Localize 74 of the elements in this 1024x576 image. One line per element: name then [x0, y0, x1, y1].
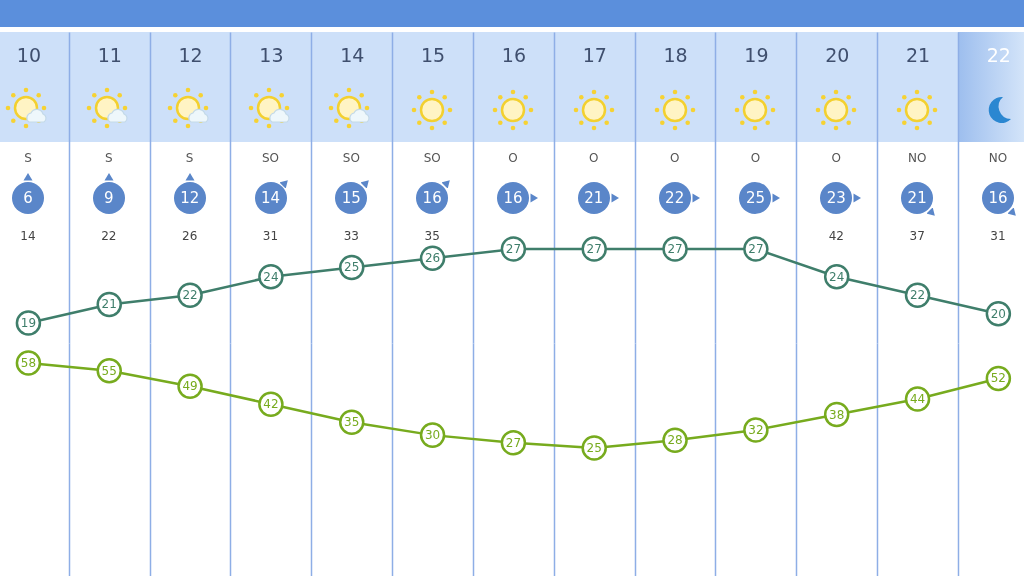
text: 23 [826, 188, 846, 207]
data-label: 30 [424, 428, 440, 443]
data-label: 27 [586, 242, 602, 256]
text: 16 [422, 188, 442, 207]
data-label: 52 [990, 371, 1006, 386]
text: 25 [745, 188, 766, 207]
data-label: 24 [262, 269, 279, 284]
text: 37 [909, 229, 925, 243]
text: 9 [104, 188, 114, 207]
data-label: 20 [990, 306, 1006, 321]
text: 6 [23, 188, 33, 207]
text: NO [988, 151, 1008, 165]
data-label: 28 [667, 433, 683, 448]
text: O [589, 151, 599, 165]
data-label: 25 [586, 441, 602, 455]
data-label: 35 [343, 415, 359, 430]
x-tick-label: 18 [663, 43, 688, 66]
text: 14 [260, 188, 281, 207]
text: 26 [182, 229, 198, 243]
text: 16 [988, 188, 1008, 207]
text: S [185, 151, 194, 165]
data-label: 49 [182, 379, 198, 394]
data-label: 22 [182, 288, 198, 303]
data-label: 27 [667, 242, 683, 256]
data-label: 19 [20, 316, 36, 330]
x-tick-label: 20 [824, 43, 849, 66]
text: 42 [828, 229, 844, 243]
data-label: 58 [20, 356, 36, 370]
text: 12 [180, 188, 200, 207]
x-tick-label: 10 [16, 43, 41, 66]
text: 22 [665, 188, 685, 207]
data-label: 44 [909, 392, 925, 407]
data-label: 25 [343, 260, 359, 275]
text: S [105, 151, 113, 165]
text: O [508, 151, 518, 165]
x-tick-label: 21 [905, 43, 930, 66]
text: SO [261, 151, 280, 165]
x-tick-label: 11 [97, 43, 122, 66]
x-tick-label: 22 [986, 43, 1011, 66]
data-label: 27 [505, 435, 521, 450]
x-tick-label: 14 [339, 43, 364, 66]
text: 35 [424, 229, 440, 243]
x-tick-label: 15 [420, 43, 445, 66]
text: 15 [341, 188, 361, 207]
x-tick-label: 16 [501, 43, 526, 66]
data-label: 22 [909, 288, 925, 303]
data-label: 26 [424, 251, 440, 266]
text: 16 [503, 188, 523, 207]
data-label: 27 [505, 242, 521, 256]
x-tick-label: 17 [582, 43, 607, 66]
data-label: 24 [828, 269, 844, 284]
text: SO [342, 151, 360, 165]
text: 31 [990, 229, 1006, 243]
data-label: 32 [747, 422, 764, 437]
x-tick-label: 19 [743, 43, 769, 66]
text: 33 [343, 229, 359, 243]
text: 21 [907, 188, 927, 207]
text: SO [423, 151, 441, 165]
text: 31 [262, 229, 279, 243]
x-tick-label: 13 [258, 43, 284, 66]
text: O [669, 151, 680, 165]
data-label: 21 [101, 297, 117, 312]
text: 14 [20, 229, 36, 243]
text: 21 [584, 188, 604, 207]
text: O [750, 151, 761, 165]
data-label: 27 [747, 242, 764, 256]
text: NO [907, 151, 927, 165]
data-label: 55 [101, 363, 117, 378]
text: S [24, 151, 32, 165]
x-tick-label: 12 [178, 43, 203, 66]
data-label: 42 [262, 397, 279, 412]
text: 22 [101, 229, 117, 243]
data-label: 38 [828, 407, 844, 422]
text: O [831, 151, 842, 165]
